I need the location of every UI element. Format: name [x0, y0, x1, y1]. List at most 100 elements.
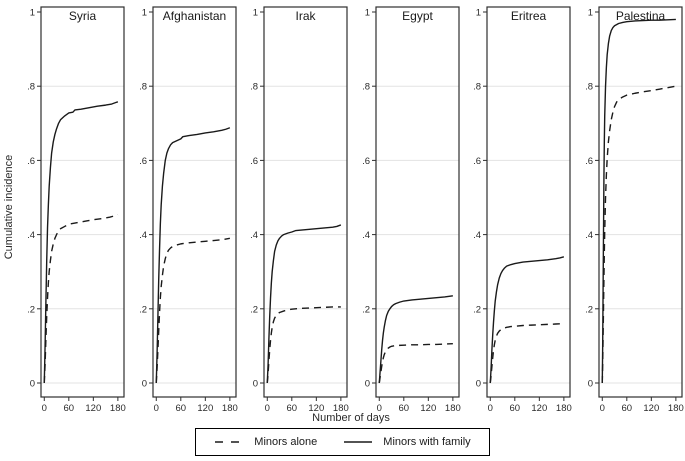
- y-tick-label: .6: [585, 156, 593, 167]
- series-minors-with-family: [489, 256, 565, 384]
- x-tick-label: 60: [287, 403, 298, 414]
- y-tick-label: 1: [364, 8, 369, 19]
- y-tick-label: 0: [476, 379, 481, 390]
- x-tick-label: 120: [532, 403, 548, 414]
- panel-title: Eritrea: [511, 9, 547, 23]
- x-tick-label: 0: [265, 403, 270, 414]
- x-tick-label: 120: [85, 403, 101, 414]
- x-tick-label: 60: [621, 403, 632, 414]
- x-tick-label: 180: [333, 403, 349, 414]
- y-tick-label: .4: [585, 230, 593, 241]
- x-tick-label: 180: [222, 403, 238, 414]
- y-tick-label: .4: [139, 230, 147, 241]
- x-tick-label: 60: [64, 403, 75, 414]
- series-minors-alone: [601, 85, 676, 384]
- panels-container: 0 .2 .4 .6 .8 1 0 60 120 180 Syria 0 .2 .4 .6 .8 1 0 60 120…: [17, 0, 685, 414]
- series-minors-alone: [378, 342, 453, 384]
- x-tick-label: 180: [668, 403, 684, 414]
- y-tick-label: .4: [250, 230, 258, 241]
- series-minors-alone: [155, 237, 230, 384]
- panel-afghanistan: 0 .2 .4 .6 .8 1 0 60 120 180 Afghanistan: [139, 6, 238, 414]
- legend-label: Minors with family: [383, 436, 471, 448]
- plot-border: [375, 6, 460, 398]
- panel-egypt: 0 .2 .4 .6 .8 1 0 60 120 180 Egypt: [362, 6, 461, 414]
- y-tick-label: 0: [588, 379, 593, 390]
- plot-border: [263, 6, 348, 398]
- panel-title: Irak: [296, 9, 317, 23]
- plot-border: [598, 6, 683, 398]
- panel-title: Syria: [69, 9, 97, 23]
- solid-line-sample: [344, 441, 373, 443]
- y-tick-label: .8: [473, 82, 481, 93]
- legend: Minors alone Minors with family: [195, 428, 490, 456]
- x-tick-label: 0: [376, 403, 381, 414]
- y-tick-label: 0: [30, 379, 35, 390]
- series-minors-alone: [43, 213, 119, 384]
- y-tick-label: .2: [362, 304, 370, 315]
- y-tick-label: .6: [362, 156, 370, 167]
- series-minors-with-family: [43, 101, 119, 384]
- x-tick-label: 180: [110, 403, 126, 414]
- plot-border: [40, 6, 125, 398]
- x-tick-label: 60: [510, 403, 521, 414]
- y-tick-label: 1: [253, 8, 258, 19]
- x-tick-label: 0: [488, 403, 493, 414]
- series-minors-with-family: [601, 18, 676, 384]
- y-tick-label: 0: [141, 379, 146, 390]
- y-tick-label: .2: [250, 304, 258, 315]
- x-tick-label: 120: [309, 403, 325, 414]
- legend-label: Minors alone: [254, 436, 318, 448]
- y-tick-label: .6: [27, 156, 35, 167]
- series-minors-alone: [266, 306, 342, 384]
- series-minors-with-family: [266, 224, 342, 384]
- panel-title: Egypt: [402, 9, 433, 23]
- y-tick-label: 1: [141, 8, 146, 19]
- y-tick-label: .6: [139, 156, 147, 167]
- y-tick-label: .8: [362, 82, 370, 93]
- plot-border: [486, 6, 571, 398]
- plot-border: [151, 6, 237, 398]
- legend-row: Minors alone Minors with family: [0, 428, 685, 456]
- y-tick-label: .4: [473, 230, 481, 241]
- y-tick-label: .6: [250, 156, 258, 167]
- y-tick-label: 1: [588, 8, 593, 19]
- x-axis-title: Number of days: [312, 412, 390, 424]
- y-tick-label: 1: [30, 8, 35, 19]
- x-tick-label: 120: [197, 403, 213, 414]
- panel-title: Afghanistan: [162, 9, 225, 23]
- panel-eritrea: 0 .2 .4 .6 .8 1 0 60 120 180 Eritrea: [473, 6, 572, 414]
- x-tick-label: 120: [643, 403, 659, 414]
- x-tick-label: 180: [556, 403, 572, 414]
- x-tick-label: 0: [42, 403, 47, 414]
- series-minors-alone: [489, 322, 565, 384]
- x-tick-label: 180: [445, 403, 461, 414]
- y-axis-title-column: Cumulative incidence: [0, 0, 17, 414]
- series-minors-with-family: [155, 127, 230, 384]
- y-axis-title: Cumulative incidence: [2, 154, 15, 260]
- y-tick-label: .8: [139, 82, 147, 93]
- series-minors-with-family: [378, 295, 453, 384]
- chart-area: Cumulative incidence 0 .2 .4 .6 .8 1 0 60 120 180…: [0, 0, 685, 414]
- x-tick-label: 60: [398, 403, 409, 414]
- x-tick-label: 0: [600, 403, 605, 414]
- y-tick-label: 1: [476, 8, 481, 19]
- y-tick-label: .2: [585, 304, 593, 315]
- x-tick-label: 60: [175, 403, 186, 414]
- panel-syria: 0 .2 .4 .6 .8 1 0 60 120 180 Syria: [27, 6, 126, 414]
- y-tick-label: .4: [362, 230, 370, 241]
- y-tick-label: .2: [139, 304, 147, 315]
- legend-item-minors-alone: Minors alone: [214, 436, 317, 448]
- y-tick-label: .8: [585, 82, 593, 93]
- x-tick-label: 0: [153, 403, 158, 414]
- y-tick-label: .8: [27, 82, 35, 93]
- y-tick-label: 0: [253, 379, 258, 390]
- y-tick-label: 0: [364, 379, 369, 390]
- y-tick-label: .8: [250, 82, 258, 93]
- y-tick-label: .6: [473, 156, 481, 167]
- y-tick-label: .2: [27, 304, 35, 315]
- legend-item-minors-with-family: Minors with family: [343, 436, 471, 448]
- y-tick-label: .2: [473, 304, 481, 315]
- x-tick-label: 120: [420, 403, 436, 414]
